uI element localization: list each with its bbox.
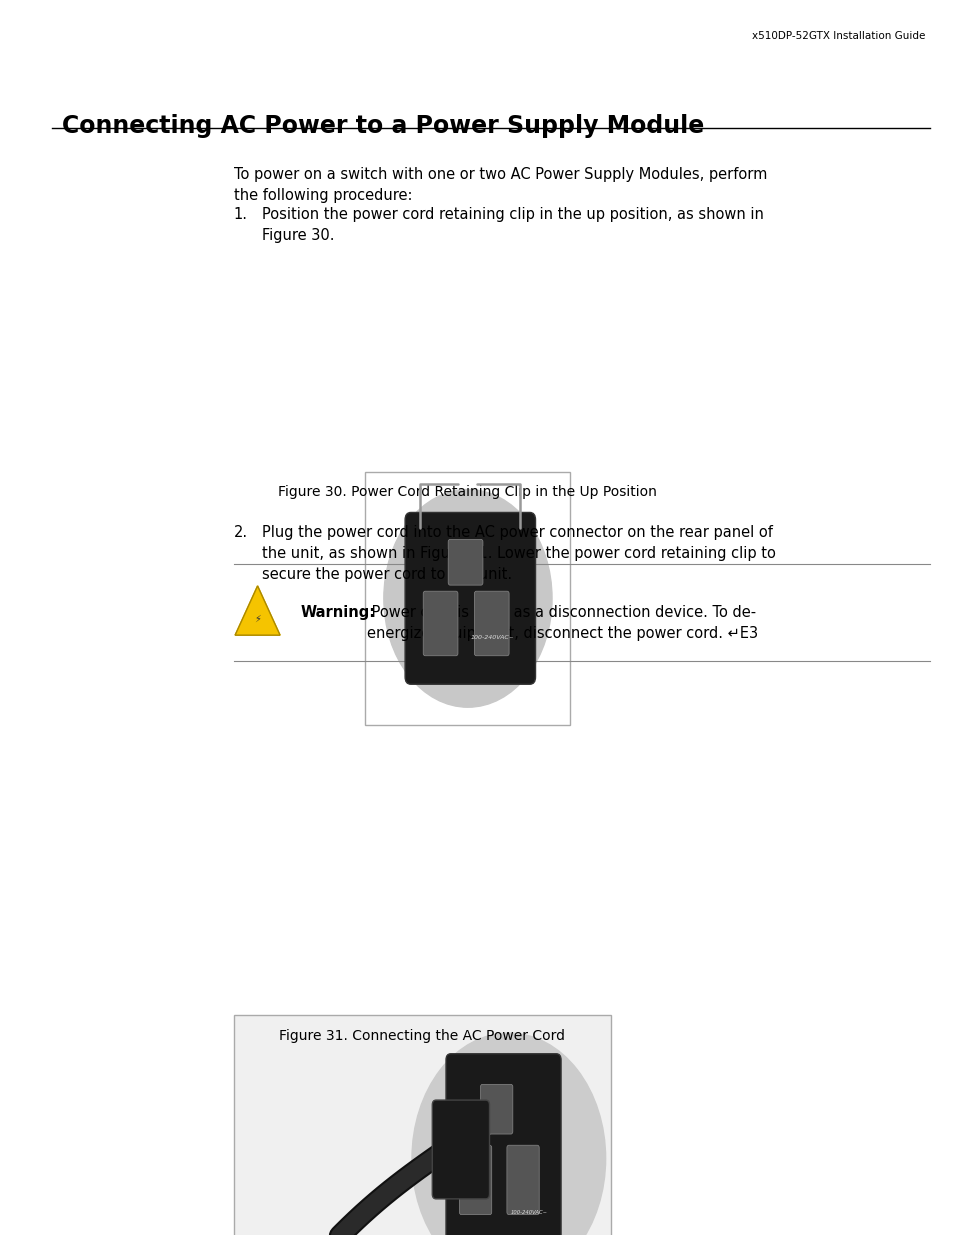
FancyBboxPatch shape: [506, 1145, 538, 1215]
Text: 100-240VAC~: 100-240VAC~: [511, 1209, 547, 1215]
FancyBboxPatch shape: [423, 592, 457, 656]
FancyBboxPatch shape: [474, 592, 509, 656]
Text: Figure 30. Power Cord Retaining Clip in the Up Position: Figure 30. Power Cord Retaining Clip in …: [278, 485, 657, 499]
Circle shape: [412, 1032, 605, 1235]
FancyBboxPatch shape: [432, 1100, 489, 1199]
Text: Power cord is used as a disconnection device. To de-
energize equipment, disconn: Power cord is used as a disconnection de…: [367, 605, 758, 641]
Text: Figure 31. Connecting the AC Power Cord: Figure 31. Connecting the AC Power Cord: [279, 1029, 564, 1042]
Text: x510DP-52GTX Installation Guide: x510DP-52GTX Installation Guide: [751, 31, 924, 41]
Text: ⚡: ⚡: [253, 614, 261, 624]
FancyBboxPatch shape: [365, 472, 570, 725]
Text: 1.: 1.: [233, 207, 248, 222]
FancyBboxPatch shape: [480, 1084, 513, 1134]
FancyBboxPatch shape: [405, 513, 535, 684]
Text: 100-240VAC~: 100-240VAC~: [470, 635, 514, 640]
Text: 67: 67: [468, 1194, 485, 1208]
Polygon shape: [234, 585, 280, 635]
Text: Connecting AC Power to a Power Supply Module: Connecting AC Power to a Power Supply Mo…: [62, 114, 703, 137]
FancyBboxPatch shape: [446, 1053, 560, 1235]
Text: To power on a switch with one or two AC Power Supply Modules, perform
the follow: To power on a switch with one or two AC …: [233, 167, 766, 203]
Circle shape: [383, 489, 552, 708]
FancyBboxPatch shape: [448, 540, 482, 585]
Text: Plug the power cord into the AC power connector on the rear panel of
the unit, a: Plug the power cord into the AC power co…: [262, 525, 776, 582]
FancyBboxPatch shape: [233, 1015, 610, 1235]
Text: Position the power cord retaining clip in the up position, as shown in
Figure 30: Position the power cord retaining clip i…: [262, 207, 763, 243]
Text: 2.: 2.: [233, 525, 248, 540]
FancyBboxPatch shape: [459, 1145, 491, 1215]
Text: Warning:: Warning:: [300, 605, 375, 620]
